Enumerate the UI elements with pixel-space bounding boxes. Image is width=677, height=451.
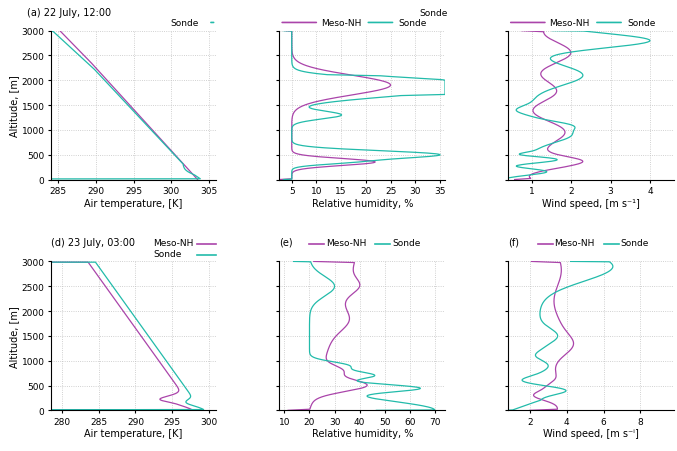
Text: Sonde: Sonde	[170, 18, 198, 28]
X-axis label: Air temperature, [K]: Air temperature, [K]	[85, 198, 183, 208]
X-axis label: Wind speed, [m s⁻¹]: Wind speed, [m s⁻¹]	[542, 198, 640, 208]
Text: Meso-NH: Meso-NH	[321, 18, 361, 28]
X-axis label: Air temperature, [K]: Air temperature, [K]	[85, 428, 183, 438]
X-axis label: Relative humidity, %: Relative humidity, %	[311, 428, 413, 438]
Y-axis label: Altitude, [m]: Altitude, [m]	[9, 75, 19, 137]
Text: (d) 23 July, 03:00: (d) 23 July, 03:00	[51, 237, 135, 247]
Text: Meso-NH: Meso-NH	[326, 238, 366, 247]
Text: Sonde: Sonde	[621, 238, 649, 247]
Text: Meso-NH: Meso-NH	[549, 18, 590, 28]
Text: Meso-NH: Meso-NH	[154, 238, 194, 247]
Text: Sonde: Sonde	[392, 238, 420, 247]
Text: Sonde: Sonde	[154, 250, 182, 259]
Text: (a) 22 July, 12:00: (a) 22 July, 12:00	[27, 8, 111, 18]
Y-axis label: Altitude, [m]: Altitude, [m]	[9, 305, 19, 367]
Text: Sonde: Sonde	[627, 18, 655, 28]
Text: Sonde: Sonde	[420, 9, 448, 18]
Text: Meso-NH: Meso-NH	[554, 238, 594, 247]
Text: (e): (e)	[280, 237, 293, 247]
X-axis label: Relative humidity, %: Relative humidity, %	[311, 198, 413, 208]
Text: Sonde: Sonde	[399, 18, 427, 28]
Text: (f): (f)	[508, 237, 519, 247]
X-axis label: Wind speed, [m s⁻ⁱ]: Wind speed, [m s⁻ⁱ]	[543, 428, 638, 438]
